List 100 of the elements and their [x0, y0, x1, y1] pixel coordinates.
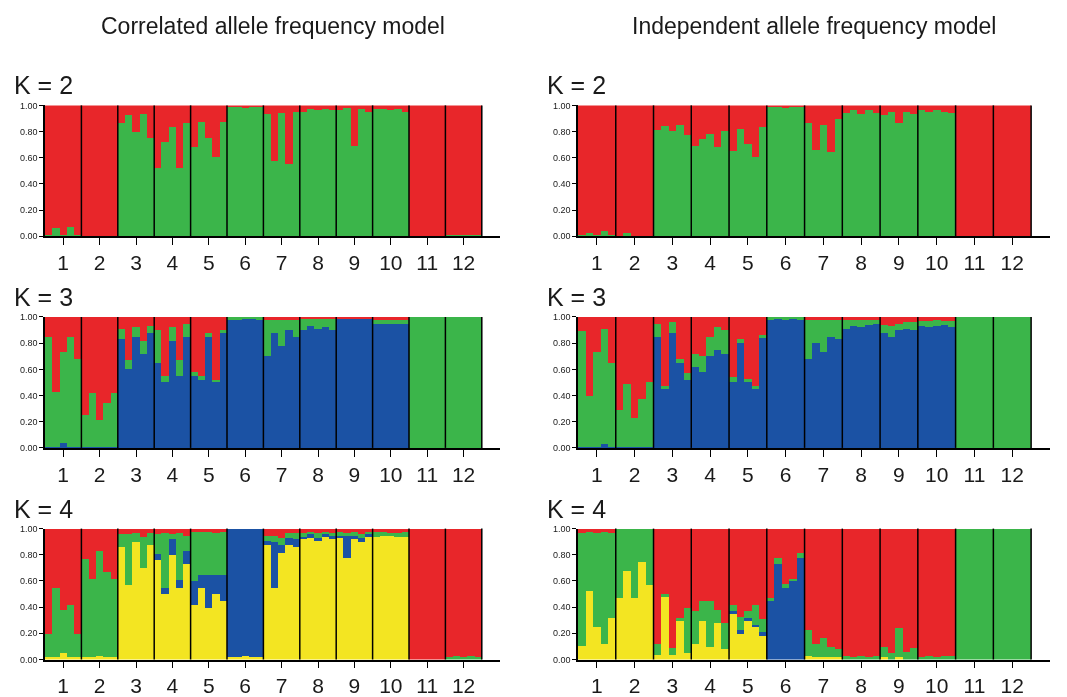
x-tick-label: 10 [925, 251, 949, 275]
x-tick-label: 3 [666, 674, 679, 697]
x-tick-label: 1 [591, 251, 603, 275]
x-tick-label: 9 [348, 674, 361, 697]
y-tick-label: 0.40 [19, 602, 38, 613]
x-tick-label: 9 [893, 251, 905, 275]
x-tick-label: 3 [130, 674, 142, 697]
x-tick-label: 5 [742, 251, 754, 275]
x-tick-label: 1 [57, 674, 70, 697]
y-tick-label: 0.60 [552, 364, 571, 375]
y-tick-label: 0.00 [19, 231, 38, 242]
x-tick-label: 1 [591, 674, 603, 697]
x-tick-label: 8 [312, 674, 324, 697]
y-tick-label: 0.20 [552, 205, 571, 216]
y-tick-label: 0.00 [552, 443, 571, 454]
y-tick-label: 0.80 [552, 126, 571, 137]
y-tick-label: 1.00 [552, 100, 571, 111]
chart-title: K = 3 [547, 283, 607, 311]
y-tick-label: 1.00 [19, 523, 38, 534]
y-tick-label: 0.00 [552, 654, 571, 665]
x-tick-label: 9 [348, 251, 361, 275]
x-tick-label: 6 [239, 674, 252, 697]
x-tick-label: 10 [379, 462, 403, 486]
x-tick-label: 4 [166, 462, 179, 486]
y-tick-label: 0.20 [552, 628, 571, 639]
y-tick-label: 0.00 [552, 231, 571, 242]
x-tick-label: 12 [451, 674, 476, 697]
x-tick-label: 3 [666, 251, 679, 275]
y-tick-label: 0.40 [552, 179, 571, 190]
x-tick-label: 9 [893, 674, 905, 697]
x-tick-label: 3 [130, 462, 142, 486]
y-tick-label: 1.00 [552, 523, 571, 534]
chart-title: K = 4 [14, 495, 74, 523]
y-tick-label: 0.20 [19, 628, 38, 639]
y-tick-label: 0.60 [19, 576, 38, 587]
y-tick-label: 1.00 [19, 100, 38, 111]
x-tick-label: 5 [202, 674, 215, 697]
chart-subtitle: K = 2 [14, 71, 74, 99]
x-tick-label: 5 [742, 674, 754, 697]
x-tick-label: 4 [166, 251, 179, 275]
x-tick-label: 8 [855, 462, 868, 486]
y-tick-label: 0.80 [19, 338, 38, 349]
x-tick-label: 11 [416, 251, 439, 275]
x-tick-label: 8 [855, 251, 868, 275]
y-tick-label: 1.00 [552, 312, 571, 323]
y-tick-label: 0.00 [19, 654, 38, 665]
y-tick-label: 0.20 [552, 416, 571, 427]
y-tick-label: 0.80 [552, 338, 571, 349]
y-tick-label: 0.60 [19, 152, 38, 163]
y-tick-label: 0.60 [552, 576, 571, 587]
y-tick-label: 0.80 [19, 549, 38, 560]
x-tick-label: 8 [312, 462, 324, 486]
x-tick-label: 8 [855, 674, 868, 697]
x-tick-label: 2 [93, 462, 106, 486]
x-tick-label: 6 [239, 462, 252, 486]
x-tick-label: 6 [239, 251, 252, 275]
x-tick-label: 11 [963, 674, 986, 697]
x-tick-label: 11 [416, 674, 439, 697]
x-tick-label: 10 [379, 674, 403, 697]
x-tick-label: 6 [779, 462, 792, 486]
x-tick-label: 4 [166, 674, 179, 697]
x-tick-label: 7 [275, 674, 288, 697]
x-tick-label: 7 [275, 251, 288, 275]
x-tick-label: 6 [779, 251, 792, 275]
x-tick-label: 4 [704, 462, 717, 486]
x-tick-label: 12 [1000, 251, 1024, 275]
x-tick-label: 2 [93, 251, 106, 275]
y-tick-label: 0.40 [552, 390, 571, 401]
x-tick-label: 5 [202, 251, 215, 275]
x-tick-label: 7 [817, 251, 830, 275]
y-tick-label: 0.40 [19, 179, 38, 190]
y-tick-label: 0.20 [19, 416, 38, 427]
x-tick-label: 1 [591, 462, 603, 486]
x-tick-label: 5 [202, 462, 215, 486]
x-tick-label: 2 [628, 251, 641, 275]
x-tick-label: 4 [704, 674, 717, 697]
x-tick-label: 2 [628, 462, 641, 486]
y-tick-label: 0.40 [552, 602, 571, 613]
x-tick-label: 11 [963, 462, 986, 486]
chart-title: K = 3 [14, 283, 74, 311]
x-tick-label: 1 [57, 251, 70, 275]
x-tick-label: 12 [451, 251, 476, 275]
x-tick-label: 8 [312, 251, 324, 275]
x-tick-label: 2 [93, 674, 106, 697]
x-tick-label: 4 [704, 251, 717, 275]
x-tick-label: 11 [963, 251, 986, 275]
x-tick-label: 10 [925, 462, 949, 486]
chart-subtitle: K = 2 [547, 71, 607, 99]
chart-title: K = 4 [547, 495, 607, 523]
y-tick-label: 0.20 [19, 205, 38, 216]
x-tick-label: 9 [348, 462, 361, 486]
x-tick-label: 12 [1000, 462, 1024, 486]
x-tick-label: 7 [817, 462, 830, 486]
x-tick-label: 1 [57, 462, 70, 486]
chart-title: Independent allele frequency model [632, 13, 997, 39]
x-tick-label: 7 [275, 462, 288, 486]
x-tick-label: 10 [925, 674, 949, 697]
y-tick-label: 0.60 [19, 364, 38, 375]
y-tick-label: 0.60 [552, 152, 571, 163]
x-tick-label: 12 [1000, 674, 1024, 697]
